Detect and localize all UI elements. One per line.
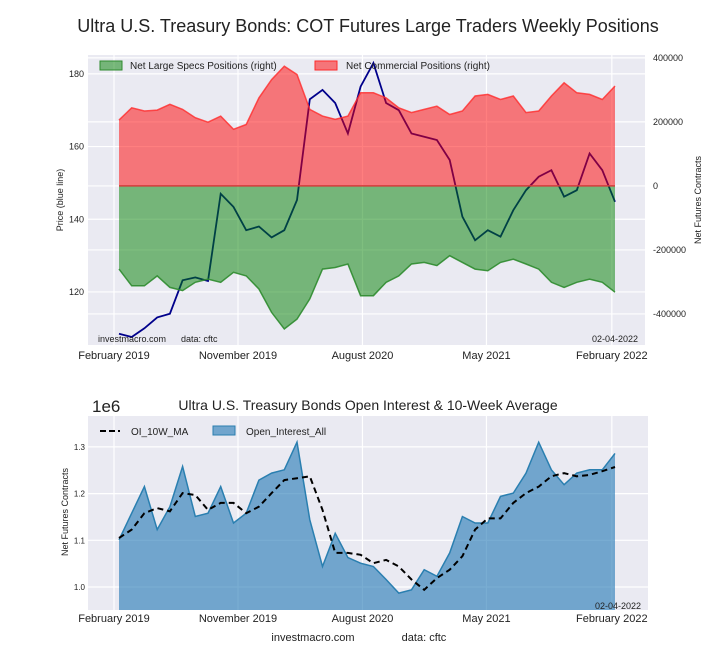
x-tick-label: August 2020: [332, 613, 394, 625]
open-interest-line: [118, 439, 616, 594]
legend-label-ma: OI_10W_MA: [131, 427, 189, 438]
commercial-line: [118, 65, 616, 131]
y-tick-label: 160: [69, 142, 84, 152]
y-tick-label: 180: [69, 69, 84, 79]
legend-label-specs: Net Large Specs Positions (right): [130, 61, 277, 72]
x-tick-label: November 2019: [199, 613, 277, 625]
open-interest-area: [118, 442, 615, 610]
specs-area: [118, 185, 615, 329]
open-interest-chart: 1.0 1.1 1.2 1.3 February 2019 November 2019 Au…: [60, 416, 648, 625]
y-tick-label: 140: [69, 214, 84, 224]
y-right-tick-label: -200000: [653, 245, 686, 255]
legend-label-commercial: Net Commercial Positions (right): [346, 61, 490, 72]
x-tick-label: May 2021: [462, 613, 510, 625]
ma-line: [118, 466, 616, 592]
y-right-axis-label: Net Futures Contracts: [693, 155, 703, 244]
y-axis-label: Price (blue line): [55, 169, 65, 232]
x-tick-label: November 2019: [199, 350, 277, 362]
x-tick-label: February 2022: [576, 613, 648, 625]
x-tick-label: February 2022: [576, 350, 648, 362]
y-tick-label: 1.1: [74, 536, 86, 545]
legend-swatch-specs: [99, 60, 123, 71]
legend-swatch-oi: [212, 425, 236, 436]
y-right-tick-label: -400000: [653, 309, 686, 319]
specs-line: [118, 254, 616, 331]
footer-data: data: cftc: [402, 632, 447, 644]
y-right-tick-label: 400000: [653, 53, 683, 63]
x-tick-label: February 2019: [78, 613, 150, 625]
source-annotation: investmacro.com: [98, 334, 166, 344]
legend-label-oi: Open_Interest_All: [246, 427, 326, 438]
date-annotation: 02-04-2022: [595, 601, 641, 611]
y-tick-label: 120: [69, 287, 84, 297]
chart-title: Ultra U.S. Treasury Bonds: COT Futures L…: [77, 16, 659, 36]
data-annotation: data: cftc: [181, 334, 218, 344]
x-tick-label: August 2020: [332, 350, 394, 362]
y-axis-label: Net Futures Contracts: [60, 467, 70, 556]
y-right-tick-label: 200000: [653, 117, 683, 127]
y-tick-label: 1.2: [74, 490, 86, 499]
footer-source: investmacro.com: [271, 632, 354, 644]
y-tick-label: 1.3: [74, 443, 86, 452]
positions-chart: 120 140 160 180 400000 200000 0 -200000 -400000 F…: [55, 53, 703, 362]
offset-label: 1e6: [92, 397, 120, 416]
date-annotation: 02-04-2022: [592, 334, 638, 344]
x-tick-label: February 2019: [78, 350, 150, 362]
x-tick-label: May 2021: [462, 350, 510, 362]
y-right-tick-label: 0: [653, 181, 658, 191]
y-tick-label: 1.0: [74, 583, 86, 592]
legend-swatch-commercial: [314, 60, 338, 71]
oi-chart-title: Ultra U.S. Treasury Bonds Open Interest …: [178, 397, 557, 413]
